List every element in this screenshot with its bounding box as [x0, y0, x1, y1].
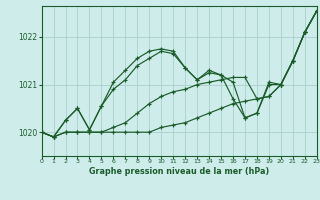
X-axis label: Graphe pression niveau de la mer (hPa): Graphe pression niveau de la mer (hPa) [89, 167, 269, 176]
